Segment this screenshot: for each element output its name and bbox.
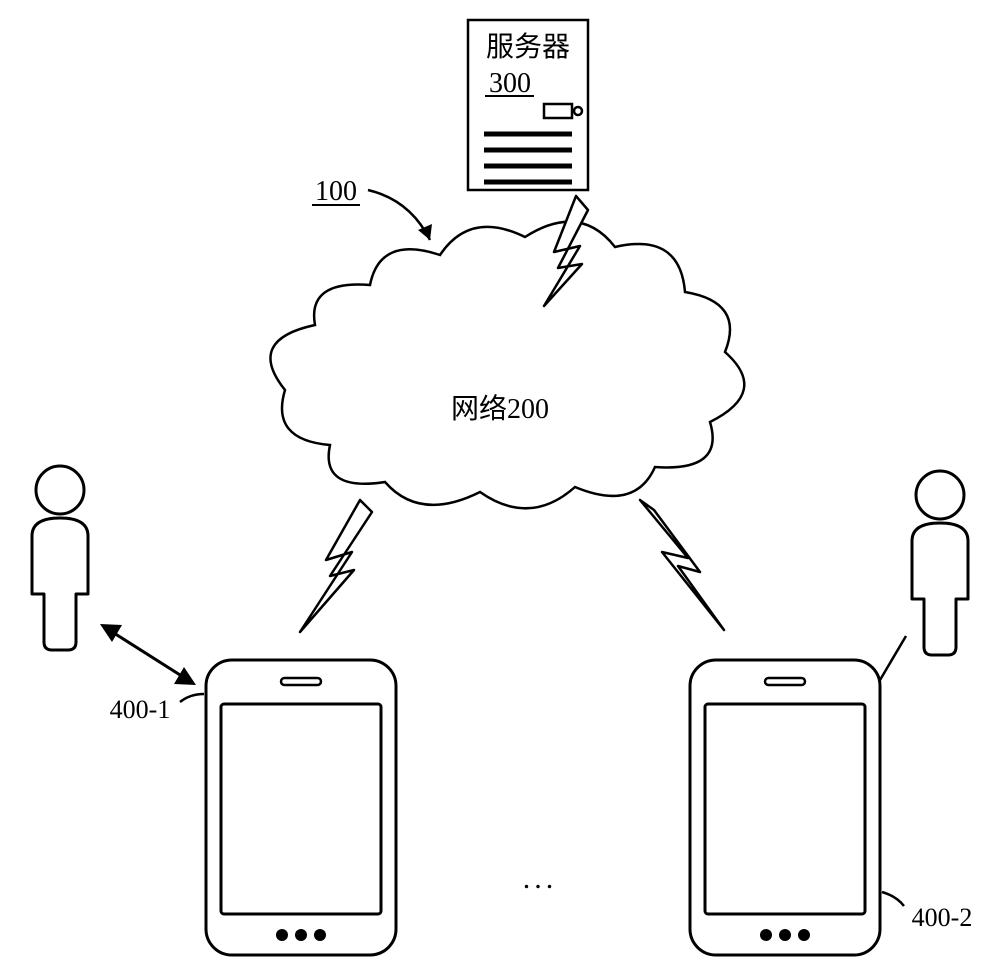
cloud-node: 网络200 — [270, 222, 744, 509]
person-left — [32, 466, 88, 650]
phone-left: 400-1 — [110, 660, 396, 955]
server-node: 服务器 300 — [468, 20, 588, 190]
phone-right: 400-2 — [690, 660, 972, 955]
arrow-person-phone-left — [100, 624, 196, 685]
system-ref-label: 100 — [315, 176, 357, 207]
person-right — [912, 471, 968, 655]
bolt-cloud-phone-right — [640, 500, 724, 630]
phone-left-ref: 400-1 — [110, 695, 171, 724]
line-person-phone-right — [880, 636, 906, 680]
ellipsis: ... — [523, 862, 558, 895]
bolt-cloud-phone-left — [300, 500, 372, 632]
server-label-cn: 服务器 — [486, 31, 570, 63]
phone-right-ref: 400-2 — [912, 903, 973, 932]
server-label-num: 300 — [489, 68, 531, 99]
system-ref: 100 — [312, 176, 432, 240]
cloud-label: 网络200 — [451, 393, 549, 425]
network-diagram: 服务器 300 100 网络200 — [0, 0, 1000, 964]
